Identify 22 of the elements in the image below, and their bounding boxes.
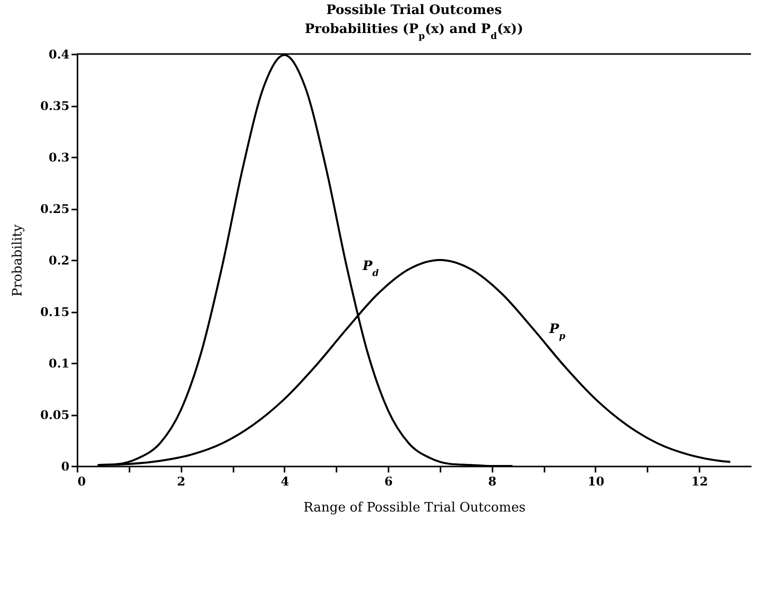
x-tick-label: 6 (384, 474, 393, 488)
series-label: P$_{d}$ (362, 259, 380, 279)
y-tick-label: 0.25 (40, 202, 70, 216)
x-axis-title: Range of Possible Trial Outcomes (303, 500, 526, 516)
y-tick-label: 0.15 (40, 305, 70, 319)
x-tick-label: 0 (78, 474, 86, 488)
y-tick-label: 0.35 (40, 99, 70, 113)
x-tick-label: 10 (588, 474, 604, 488)
y-tick-label: 0.4 (48, 48, 70, 62)
y-tick-label: 0.3 (48, 150, 70, 164)
y-axis-title: Probability (10, 224, 26, 297)
series-label: P$_{p}$ (548, 322, 566, 342)
x-tick-label: 4 (280, 474, 290, 488)
x-tick-label: 12 (691, 474, 708, 488)
x-tick-label: 2 (177, 474, 186, 488)
y-tick-label: 0.2 (48, 254, 70, 268)
y-tick-label: 0.1 (48, 356, 70, 370)
y-tick-label: 0 (61, 460, 70, 474)
chart-subtitle: Probabilities (P$_{p}$(x) and P$_{d}$(x)) (304, 22, 524, 42)
chart-title: Possible Trial Outcomes (326, 3, 502, 18)
y-tick-label: 0.05 (40, 408, 70, 422)
x-tick-label: 8 (488, 474, 496, 488)
